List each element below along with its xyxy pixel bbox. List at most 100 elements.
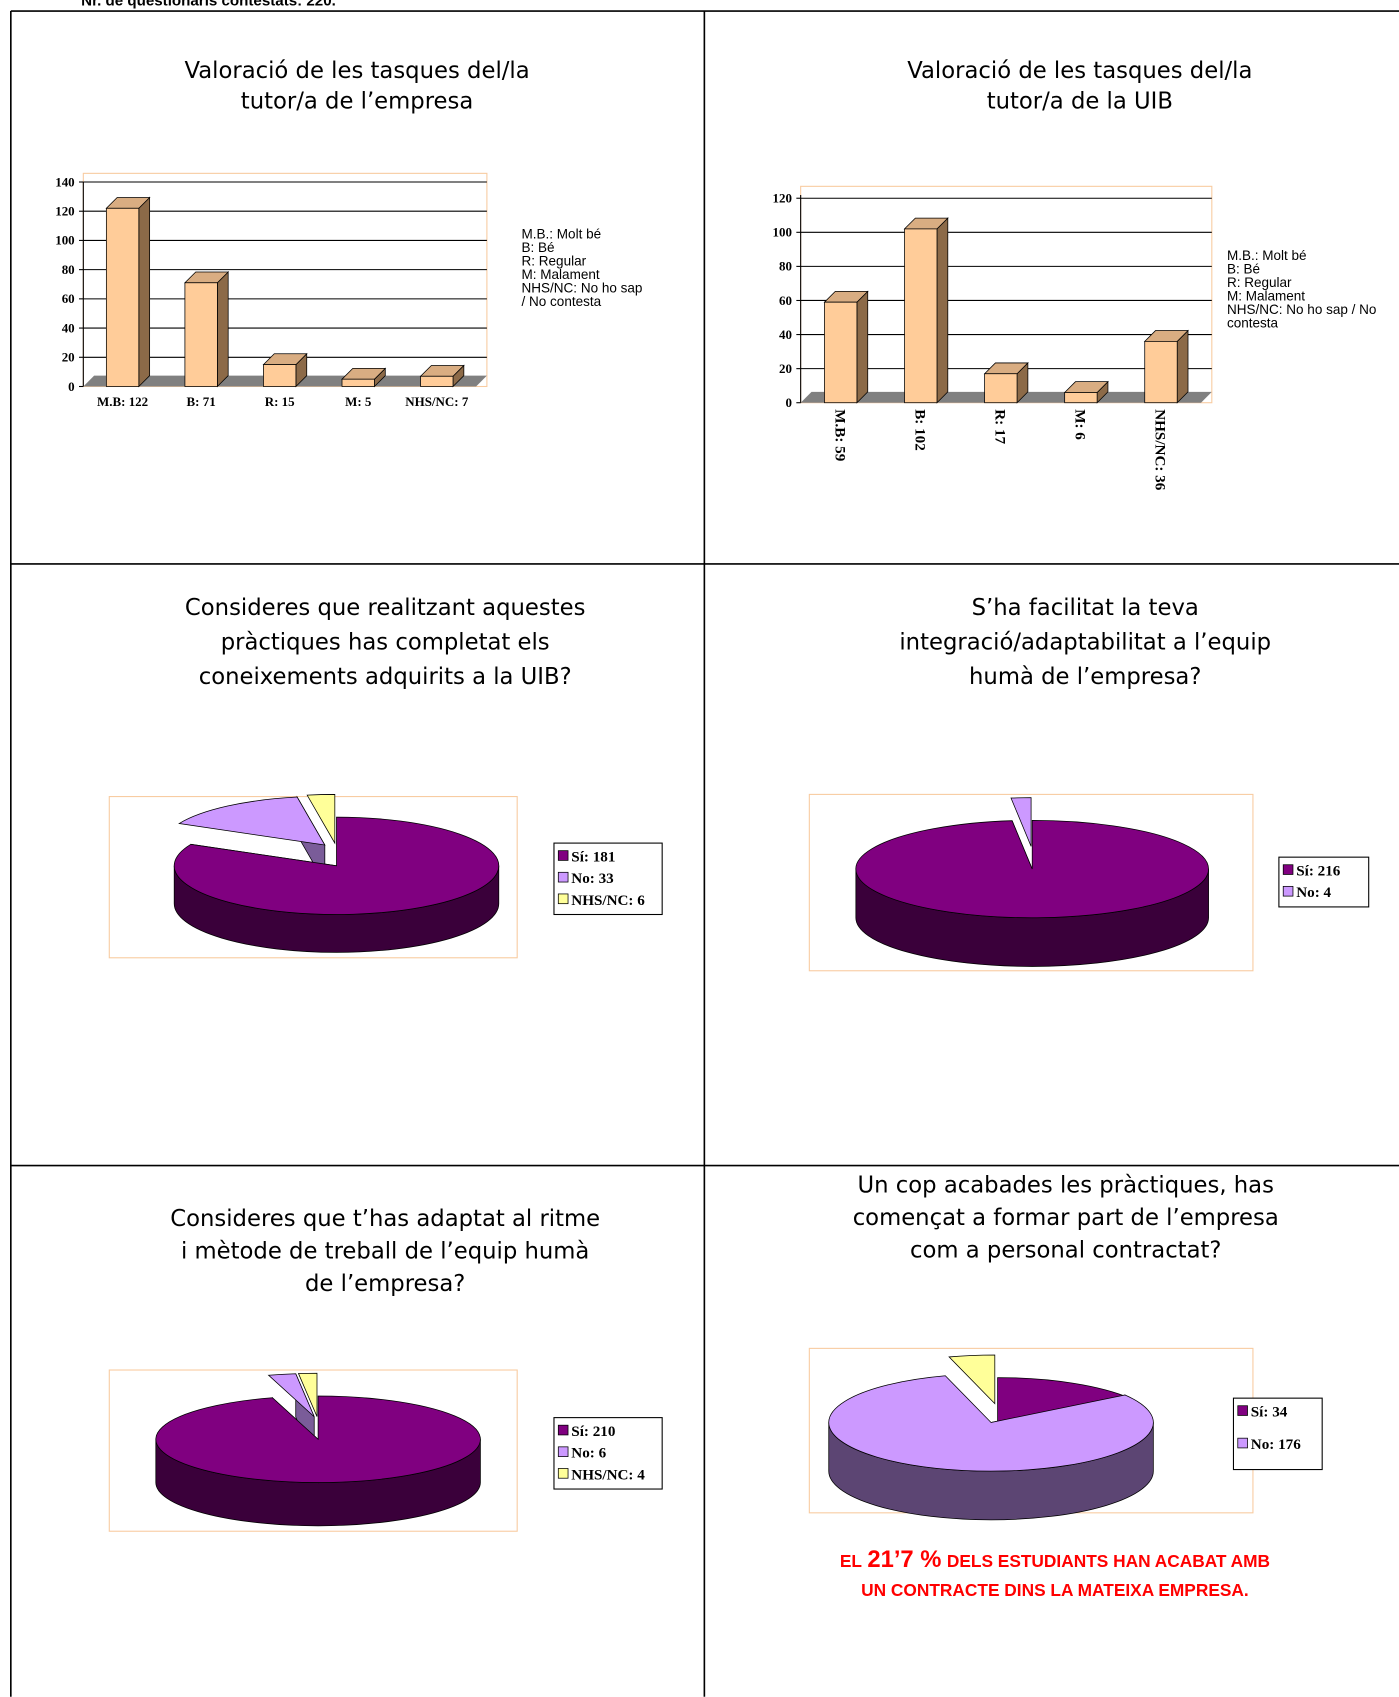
plot-frame xyxy=(808,793,1254,972)
note: R: Regular xyxy=(1227,275,1292,290)
y-tick-label: 20 xyxy=(62,350,75,365)
legend xyxy=(553,842,663,916)
legend-label: No: 4 xyxy=(1296,885,1331,901)
note: / No contesta xyxy=(522,294,602,309)
chart-title: S’ha facilitat la teva xyxy=(972,595,1199,621)
chart-title: i mètode de treball de l’equip humà xyxy=(181,1239,589,1265)
y-tick-label: 0 xyxy=(68,379,74,394)
slice xyxy=(855,819,1209,919)
legend-label: Sí: 34 xyxy=(1251,1405,1288,1421)
bar-side xyxy=(936,217,949,404)
bar xyxy=(824,301,858,404)
bar-side xyxy=(1176,329,1189,404)
legend-swatch xyxy=(557,1446,569,1457)
slice xyxy=(1010,797,1032,847)
legend-swatch xyxy=(1237,1405,1248,1416)
slice xyxy=(306,794,336,845)
chart-title: Valoració de les tasques del/la xyxy=(907,58,1252,84)
x-tick-label: NHS/NC: 36 xyxy=(1152,409,1168,491)
note: NHS/NC: No ho sap / No xyxy=(1227,302,1376,317)
annotation-part: DELS ESTUDIANTS HAN ACABAT AMB xyxy=(947,1551,1270,1571)
legend xyxy=(553,1417,663,1490)
bar xyxy=(904,228,938,404)
chart-title: coneixements adquirits a la UIB? xyxy=(199,664,572,690)
bar xyxy=(1144,340,1178,404)
legend-swatch xyxy=(1282,864,1294,875)
x-tick-label: NHS/NC: 7 xyxy=(405,394,469,409)
legend-label: NHS/NC: 4 xyxy=(571,1467,645,1483)
pie xyxy=(855,797,1209,967)
x-tick-label: M: 5 xyxy=(345,394,372,409)
x-tick-label: B: 71 xyxy=(187,394,216,409)
y-tick-label: 120 xyxy=(773,191,792,206)
annotation: EL 21’7 % DELS ESTUDIANTS HAN ACABAT AMB xyxy=(840,1546,1270,1573)
legend-label: Sí: 181 xyxy=(571,849,615,865)
chart-title: Consideres que realitzant aquestes xyxy=(185,595,586,621)
chart-title: de l’empresa? xyxy=(305,1271,465,1297)
legend-label: NHS/NC: 6 xyxy=(571,893,645,909)
x-tick-label: M: 6 xyxy=(1071,409,1087,440)
y-tick-label: 100 xyxy=(55,233,74,248)
annotation-part: EL xyxy=(840,1551,863,1571)
bar-side xyxy=(856,290,869,404)
x-tick-label: R: 15 xyxy=(265,394,295,409)
slice xyxy=(267,1373,315,1418)
legend-swatch xyxy=(557,893,569,905)
legend-swatch xyxy=(557,871,569,883)
legend-label: No: 33 xyxy=(571,871,614,887)
x-tick-label: M.B: 59 xyxy=(831,409,847,462)
bar xyxy=(105,207,140,387)
legend-swatch xyxy=(557,850,569,861)
y-tick-label: 60 xyxy=(62,291,75,306)
slice xyxy=(173,816,500,915)
bar xyxy=(420,375,454,387)
bar-side xyxy=(216,271,229,388)
y-tick-label: 80 xyxy=(779,259,792,274)
bar xyxy=(184,282,218,387)
chart-title: com a personal contractat? xyxy=(910,1237,1221,1263)
bar xyxy=(984,373,1018,404)
legend-label: No: 6 xyxy=(571,1446,606,1462)
y-tick-label: 60 xyxy=(779,293,792,308)
y-tick-label: 40 xyxy=(62,320,75,335)
bar xyxy=(341,378,375,387)
y-tick-label: 0 xyxy=(786,395,792,410)
annotation: UN CONTRACTE DINS LA MATEIXA EMPRESA. xyxy=(861,1580,1249,1600)
y-tick-label: 20 xyxy=(779,361,792,376)
legend-swatch xyxy=(1237,1437,1248,1449)
y-tick-label: 80 xyxy=(62,262,75,277)
chart-title: tutor/a de la UIB xyxy=(987,88,1173,114)
chart-title: Un cop acabades les pràctiques, has xyxy=(858,1173,1274,1199)
table-grid xyxy=(10,10,1399,1697)
y-tick-label: 140 xyxy=(55,174,74,189)
slice xyxy=(297,1372,318,1417)
chart-title: humà de l’empresa? xyxy=(969,664,1201,690)
chart-title: integració/adaptabilitat a l’equip xyxy=(899,629,1271,655)
legend-label: Sí: 210 xyxy=(571,1424,615,1440)
legend xyxy=(1232,1397,1323,1471)
pie xyxy=(173,794,500,953)
legend-swatch xyxy=(557,1468,569,1479)
x-tick-label: M.B: 122 xyxy=(97,394,148,409)
x-tick-label: B: 102 xyxy=(911,409,927,451)
y-tick-label: 120 xyxy=(55,204,74,219)
y-tick-label: 100 xyxy=(773,225,792,240)
chart-title: començat a formar part de l’empresa xyxy=(853,1205,1279,1231)
chart-title: Valoració de les tasques del/la xyxy=(184,58,529,84)
slice xyxy=(178,796,326,846)
header: Nr. de qüestionaris contestats: 220. xyxy=(81,0,336,10)
note: M: Malament xyxy=(1227,288,1305,303)
note: B: Bé xyxy=(522,240,555,255)
bar-side xyxy=(138,196,151,388)
bar xyxy=(263,364,297,387)
note: R: Regular xyxy=(522,253,587,268)
note: M.B.: Molt bé xyxy=(1227,248,1307,263)
chart-title: tutor/a de l’empresa xyxy=(241,88,474,114)
slice xyxy=(948,1354,996,1405)
pie xyxy=(828,1354,1154,1521)
note: NHS/NC: No ho sap xyxy=(522,280,643,295)
legend-swatch xyxy=(1282,885,1294,897)
slice xyxy=(155,1395,481,1483)
